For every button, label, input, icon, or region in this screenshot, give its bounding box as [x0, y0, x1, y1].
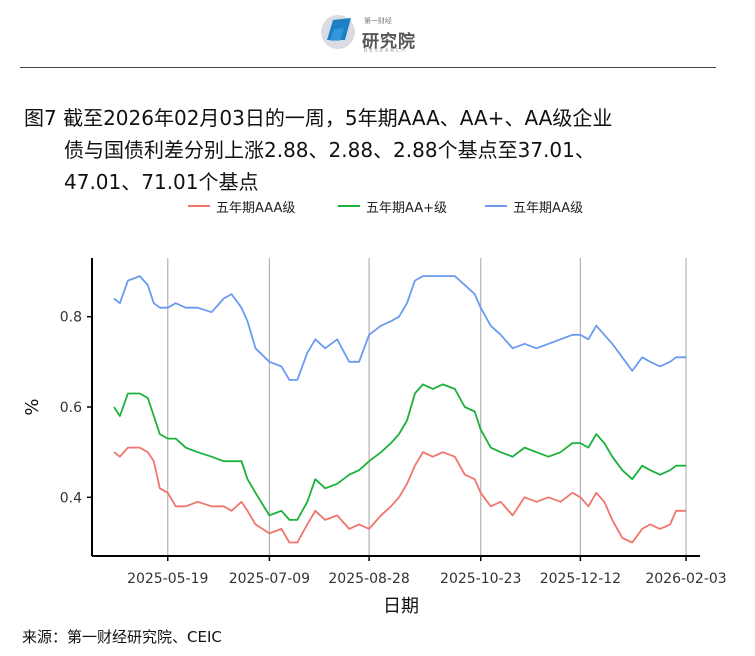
header-divider — [20, 67, 716, 68]
report-header: 第一财经 研究院 RESEARCH — [0, 0, 755, 68]
figure-title-line-1: 图7 截至2026年02月03日的一周，5年期AAA、AA+、AA级企业 — [24, 106, 613, 130]
y-tick-label-0: 0.4 — [60, 490, 82, 506]
x-tick-label-0: 2025-05-19 — [127, 571, 208, 587]
figure-title-line-2: 债与国债利差分别上涨2.88、2.88、2.88个基点至37.01、 — [64, 138, 595, 162]
x-tick-label-2: 2025-08-28 — [328, 571, 409, 587]
legend-swatch-aa — [485, 205, 507, 207]
legend-label-aa: 五年期AA级 — [513, 200, 584, 216]
logo-top-text: 第一财经 — [364, 17, 392, 25]
x-tick-label-3: 2025-10-23 — [440, 571, 521, 587]
brand-logo: 第一财经 研究院 RESEARCH — [318, 10, 428, 56]
brand-logo-icon — [321, 15, 355, 49]
legend-item-aaplus: 五年期AA+级 — [338, 196, 447, 216]
y-tick-label-1: 0.6 — [60, 400, 82, 416]
series-line-aaa — [113, 446, 686, 544]
legend-item-aa: 五年期AA级 — [485, 196, 583, 216]
series-line-aa — [113, 275, 686, 381]
logo-subtext: RESEARCH — [364, 48, 407, 54]
x-tick-label-1: 2025-07-09 — [229, 571, 310, 587]
legend-label-aaplus: 五年期AA+级 — [366, 200, 448, 216]
chart-legend: 五年期AAA级 五年期AA+级 五年期AA级 — [0, 196, 755, 216]
source-note: 来源：第一财经研究院、CEIC — [22, 628, 222, 646]
x-axis-title: 日期 — [383, 596, 419, 617]
legend-swatch-aaplus — [338, 205, 360, 207]
legend-swatch-aaa — [188, 205, 210, 207]
figure-title-line-3: 47.01、71.01个基点 — [64, 170, 259, 194]
y-tick-label-2: 0.8 — [60, 310, 82, 326]
series-line-aaplus — [113, 383, 686, 521]
y-axis-title: % — [22, 398, 43, 415]
legend-item-aaa: 五年期AAA级 — [188, 196, 295, 216]
x-tick-label-5: 2026-02-03 — [645, 571, 726, 587]
figure-title: 图7 截至2026年02月03日的一周，5年期AAA、AA+、AA级企业 债与国… — [24, 102, 724, 198]
legend-label-aaa: 五年期AAA级 — [216, 200, 296, 216]
logo-text: 研究院 — [362, 32, 416, 52]
x-tick-label-4: 2025-12-12 — [540, 571, 621, 587]
